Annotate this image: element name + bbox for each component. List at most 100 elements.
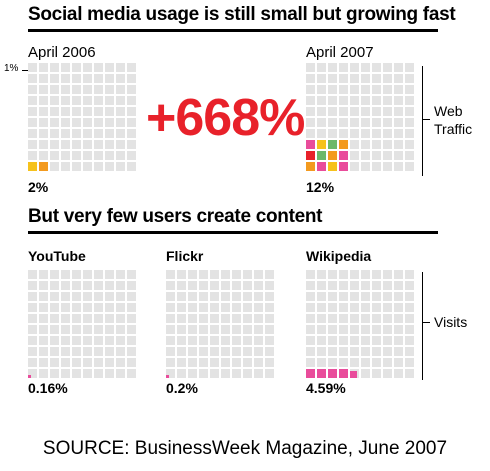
waffle-cell [350, 85, 359, 94]
waffle-cell [339, 118, 348, 127]
waffle-cell [317, 118, 326, 127]
waffle-cell [394, 369, 403, 378]
waffle-cell [50, 162, 59, 171]
bottom-rule [28, 231, 438, 234]
waffle-svg [306, 270, 414, 378]
waffle-cell [50, 369, 59, 378]
waffle-cell [72, 303, 81, 312]
waffle-cell [83, 358, 92, 367]
waffle-cell [83, 140, 92, 149]
waffle-cell [83, 74, 92, 83]
waffle-cell-partial [350, 371, 357, 378]
waffle-cell [177, 270, 186, 279]
waffle-cell [94, 369, 103, 378]
chart-title-wikipedia: Wikipedia [306, 248, 372, 264]
waffle-cell [383, 292, 392, 301]
waffle-cell [94, 303, 103, 312]
waffle-cell [127, 162, 136, 171]
waffle-cell [94, 162, 103, 171]
waffle-cell [105, 336, 114, 345]
waffle-wikipedia [306, 270, 414, 383]
waffle-youtube [28, 270, 136, 383]
waffle-cell [127, 358, 136, 367]
waffle-cell [50, 314, 59, 323]
waffle-cell [221, 303, 230, 312]
waffle-cell [372, 336, 381, 345]
waffle-cell [72, 129, 81, 138]
waffle-cell [317, 129, 326, 138]
waffle-cell [166, 292, 175, 301]
waffle-cell [72, 325, 81, 334]
waffle-cell [339, 63, 348, 72]
waffle-cell-filled [306, 140, 315, 149]
waffle-cell [328, 281, 337, 290]
waffle-cell [328, 118, 337, 127]
waffle-cell [72, 369, 81, 378]
waffle-cell [188, 270, 197, 279]
visits-bracket-tick [422, 322, 430, 323]
waffle-cell [188, 369, 197, 378]
waffle-cell [306, 347, 315, 356]
waffle-cell [39, 151, 48, 160]
visits-label: Visits [434, 314, 468, 330]
waffle-svg [28, 270, 136, 378]
waffle-cell [254, 347, 263, 356]
waffle-cell [361, 292, 370, 301]
waffle-cell [265, 369, 274, 378]
waffle-cell [39, 369, 48, 378]
waffle-cell [232, 325, 241, 334]
waffle-cell [50, 336, 59, 345]
waffle-cell [166, 270, 175, 279]
waffle-cell [350, 140, 359, 149]
waffle-cell [105, 281, 114, 290]
waffle-cell [317, 63, 326, 72]
waffle-cell [317, 281, 326, 290]
waffle-cell [243, 358, 252, 367]
waffle-cell [350, 118, 359, 127]
waffle-cell-filled [39, 162, 48, 171]
waffle-cell [61, 63, 70, 72]
waffle-cell [105, 325, 114, 334]
waffle-cell [372, 281, 381, 290]
waffle-cell [210, 292, 219, 301]
waffle-cell [127, 314, 136, 323]
waffle-cell [83, 118, 92, 127]
waffle-cell [265, 281, 274, 290]
waffle-cell [372, 107, 381, 116]
waffle-cell [28, 270, 37, 279]
waffle-cell [383, 140, 392, 149]
waffle-cell [232, 347, 241, 356]
waffle-cell [372, 292, 381, 301]
bottom-heading: But very few users create content [28, 206, 323, 227]
chart-title-april-2006: April 2006 [28, 44, 96, 61]
waffle-cell-filled [339, 369, 348, 378]
waffle-cell [50, 270, 59, 279]
waffle-cell [361, 270, 370, 279]
waffle-cell [383, 314, 392, 323]
waffle-cell [116, 314, 125, 323]
waffle-cell [166, 369, 175, 378]
waffle-cell [265, 358, 274, 367]
waffle-cell [83, 63, 92, 72]
waffle-cell [61, 292, 70, 301]
waffle-cell [317, 85, 326, 94]
waffle-cell [372, 151, 381, 160]
waffle-cell [394, 325, 403, 334]
waffle-cell [72, 314, 81, 323]
waffle-cell-filled [306, 369, 315, 378]
waffle-cell [50, 118, 59, 127]
waffle-cell [50, 281, 59, 290]
waffle-cell [383, 281, 392, 290]
waffle-cell [317, 325, 326, 334]
waffle-cell [105, 107, 114, 116]
waffle-cell [116, 336, 125, 345]
waffle-cell [105, 303, 114, 312]
waffle-cell [28, 63, 37, 72]
waffle-cell [361, 118, 370, 127]
waffle-cell [105, 162, 114, 171]
waffle-cell [116, 292, 125, 301]
waffle-cell [254, 292, 263, 301]
waffle-flickr [166, 270, 274, 383]
waffle-cell [39, 63, 48, 72]
waffle-cell [232, 281, 241, 290]
